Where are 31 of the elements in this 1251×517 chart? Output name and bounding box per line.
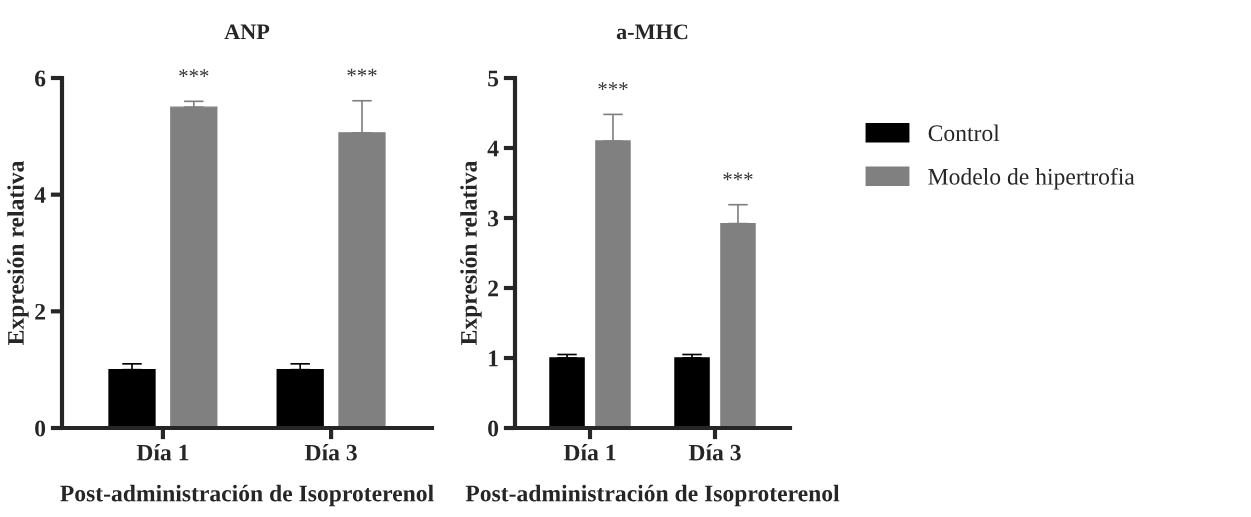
bar — [276, 368, 324, 428]
bar — [674, 357, 710, 428]
x-tick-label: Día 1 — [563, 443, 616, 461]
x-tick-label: Día 3 — [304, 443, 357, 461]
bar — [170, 106, 218, 428]
annotation: *** — [723, 172, 753, 181]
y-tick-label: 2 — [35, 303, 46, 320]
x-tick-label: Día 1 — [136, 443, 189, 461]
y-tick-label: 5 — [488, 70, 499, 87]
legend-label: Control — [928, 124, 1000, 142]
y-tick-label: 4 — [487, 140, 499, 157]
x-axis-title: Post-administración de Isoproterenol — [60, 484, 434, 507]
x-axis-title: Post-administración de Isoproterenol — [465, 484, 840, 507]
chart-title: ANP — [224, 24, 270, 40]
y-tick-label: 1 — [489, 350, 498, 367]
bar — [549, 357, 585, 428]
y-tick-label: 0 — [488, 420, 499, 437]
x-tick-label: Día 3 — [688, 443, 741, 461]
annotation: *** — [598, 82, 628, 90]
legend-label: Modelo de hipertrofia — [928, 167, 1135, 190]
y-tick-label: 3 — [488, 210, 499, 227]
y-tick-label: 0 — [35, 420, 46, 437]
bar — [108, 368, 156, 428]
y-tick-label: 2 — [488, 280, 499, 297]
y-tick-label: 4 — [34, 187, 46, 203]
chart-title: a-MHC — [616, 24, 688, 40]
text: *** — [347, 68, 377, 77]
y-axis-title: Expresión relativa — [7, 160, 29, 345]
y-tick-label: 6 — [35, 70, 46, 87]
text: *** — [179, 69, 209, 77]
y-axis-title: Expresión relativa — [460, 160, 482, 345]
